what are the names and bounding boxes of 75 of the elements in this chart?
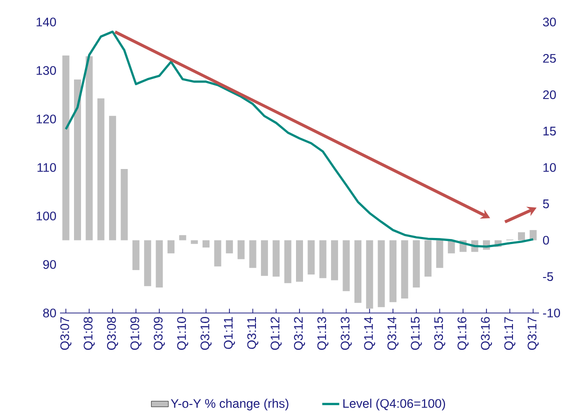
bar bbox=[296, 240, 304, 282]
x-tick-label: Q1:12 bbox=[270, 317, 282, 350]
bar bbox=[272, 240, 280, 277]
bar bbox=[284, 240, 292, 284]
bar bbox=[366, 240, 374, 309]
y-tick-label: 110 bbox=[38, 163, 56, 172]
y2-tick-label: -10 bbox=[543, 308, 560, 318]
bar bbox=[120, 168, 128, 240]
bar bbox=[331, 240, 338, 280]
y-tick-label: 80 bbox=[43, 308, 56, 318]
bar bbox=[260, 240, 268, 276]
bar bbox=[249, 240, 256, 268]
x-tick-label: Q1:16 bbox=[458, 317, 469, 350]
x-tick-label: Q3:07 bbox=[60, 317, 72, 350]
x-tick-label: Q1:09 bbox=[130, 317, 142, 350]
x-tick-label: Q3:08 bbox=[107, 317, 118, 350]
x-tick-label: Q1:10 bbox=[177, 317, 188, 350]
y2-tick-label: -5 bbox=[543, 272, 554, 281]
x-tick-label: Q3:11 bbox=[247, 317, 258, 349]
x-tick-label: Q3:17 bbox=[528, 317, 539, 350]
bar bbox=[436, 240, 444, 268]
x-tick-label: Q3:09 bbox=[154, 317, 165, 350]
x-tick-label: Q1:15 bbox=[410, 317, 422, 350]
y-tick-label: 90 bbox=[43, 260, 56, 269]
bar bbox=[378, 240, 385, 308]
bar bbox=[86, 56, 93, 240]
bar bbox=[530, 230, 537, 240]
x-tick-label: Q3:13 bbox=[340, 317, 352, 350]
y-tick-label: 120 bbox=[36, 114, 56, 124]
y-tick-label: 140 bbox=[36, 18, 56, 26]
x-tick-label: Q3:16 bbox=[480, 317, 492, 350]
legend-label: Y-o-Y % change (rhs) bbox=[170, 398, 288, 410]
bar bbox=[62, 55, 70, 240]
bar bbox=[144, 240, 152, 286]
x-tick-label: Q3:15 bbox=[434, 317, 446, 350]
bar bbox=[190, 240, 198, 244]
bar bbox=[389, 240, 396, 302]
x-tick-label: Q3:14 bbox=[387, 316, 398, 350]
bar bbox=[308, 240, 315, 274]
y2-tick-label: 5 bbox=[543, 200, 549, 208]
x-tick-label: Q3:12 bbox=[294, 317, 306, 350]
y2-tick-label: 30 bbox=[542, 18, 556, 26]
bar bbox=[319, 240, 326, 278]
bar bbox=[518, 232, 525, 240]
bar bbox=[238, 240, 245, 260]
legend-label: Level (Q4:06=100) bbox=[343, 398, 446, 410]
x-tick-label: Q1:11 bbox=[224, 317, 235, 349]
bar bbox=[424, 240, 432, 277]
bar bbox=[156, 240, 163, 288]
y2-tick-label: 25 bbox=[543, 54, 556, 63]
x-tick-label: Q1:13 bbox=[317, 317, 328, 350]
y-tick-label: 100 bbox=[36, 212, 56, 220]
line-series bbox=[64, 30, 534, 248]
bar bbox=[202, 240, 210, 248]
x-tick-label: Q1:08 bbox=[84, 317, 95, 350]
y2-tick-label: 20 bbox=[543, 90, 556, 100]
bar bbox=[179, 235, 186, 240]
y2-tick-label: 10 bbox=[543, 163, 556, 172]
bar bbox=[97, 98, 104, 240]
bar bbox=[74, 79, 82, 240]
y2-tick-label: 15 bbox=[543, 126, 556, 136]
x-tick-label: Q1:17 bbox=[504, 317, 516, 350]
x-tick-label: Q3:10 bbox=[200, 317, 212, 350]
bar bbox=[109, 116, 116, 240]
bar bbox=[167, 240, 174, 254]
y2-tick-label: 0 bbox=[543, 236, 549, 245]
bar bbox=[226, 240, 233, 254]
y-tick-label: 130 bbox=[36, 66, 56, 75]
bar bbox=[401, 240, 408, 298]
bar bbox=[354, 240, 362, 303]
bar bbox=[132, 240, 140, 270]
bar bbox=[412, 240, 420, 288]
x-tick-label: Q1:14 bbox=[364, 316, 376, 350]
bar bbox=[214, 240, 222, 266]
bar bbox=[342, 240, 350, 292]
